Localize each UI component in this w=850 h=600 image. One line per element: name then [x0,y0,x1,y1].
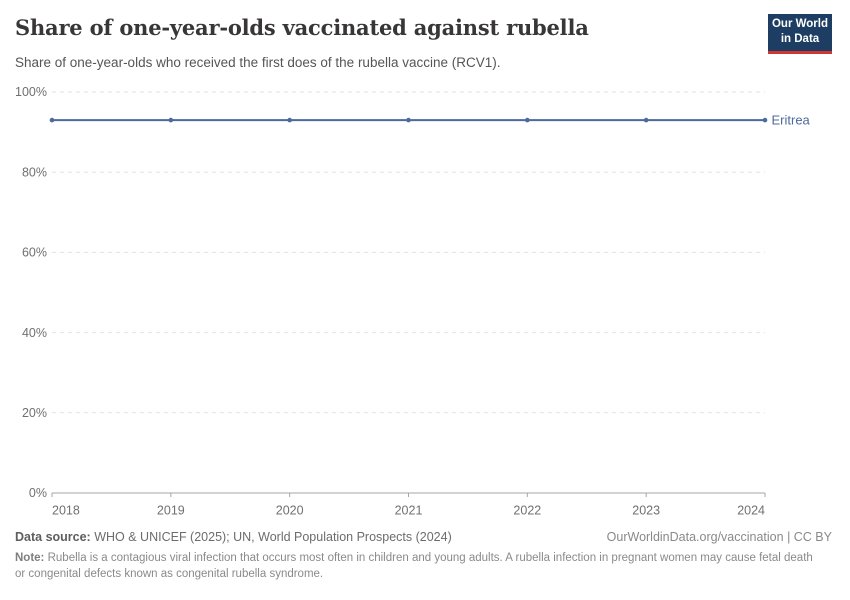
x-tick-label: 2020 [276,504,304,518]
y-tick-label: 60% [22,246,47,260]
x-tick-label: 2019 [157,504,185,518]
data-point[interactable] [643,117,649,123]
y-tick-label: 0% [29,486,47,500]
data-source: Data source: WHO & UNICEF (2025); UN, Wo… [15,530,452,544]
data-point[interactable] [525,117,530,123]
series-eritrea[interactable]: Eritrea [49,112,811,127]
chart-footer: Data source: WHO & UNICEF (2025); UN, Wo… [15,530,832,582]
owid-logo[interactable]: Our World in Data [768,14,832,54]
x-tick-label: 2023 [632,504,660,518]
data-point[interactable] [168,117,174,123]
page-title: Share of one-year-olds vaccinated agains… [15,15,589,40]
data-point[interactable] [49,117,55,123]
note-label: Note: [15,552,45,564]
attribution-link[interactable]: OurWorldinData.org/vaccination | CC BY [606,530,832,544]
x-axis-labels: 2018 2019 2020 2021 2022 2023 2024 [52,504,765,518]
data-point[interactable] [406,117,411,123]
x-tick-label: 2022 [513,504,541,518]
y-gridlines [51,91,766,497]
owid-logo-line2: in Data [780,32,820,45]
data-point[interactable] [762,117,768,123]
y-tick-label: 100% [15,85,47,99]
data-source-label: Data source: [15,530,91,544]
data-source-text: WHO & UNICEF (2025); UN, World Populatio… [94,530,452,544]
y-axis-labels: 0% 20% 40% 60% 80% 100% [15,85,47,500]
y-tick-label: 80% [22,165,47,179]
data-point[interactable] [287,117,292,123]
x-tick-label: 2024 [737,504,765,518]
chart-subtitle: Share of one-year-olds who received the … [15,55,501,70]
y-tick-label: 20% [22,406,47,420]
chart-note: Note: Rubella is a contagious viral infe… [15,551,820,582]
series-end-label[interactable]: Eritrea [772,112,811,127]
x-tick-label: 2021 [395,504,423,518]
line-chart[interactable]: 0%20%40%60%80%100%2018 2019 2020 2021 2022 20… [0,0,850,525]
note-text: Rubella is a contagious viral infection … [15,552,813,580]
x-tick-label: 2018 [52,504,80,518]
y-tick-label: 40% [22,326,47,340]
owid-logo-line1: Our World [771,18,828,30]
